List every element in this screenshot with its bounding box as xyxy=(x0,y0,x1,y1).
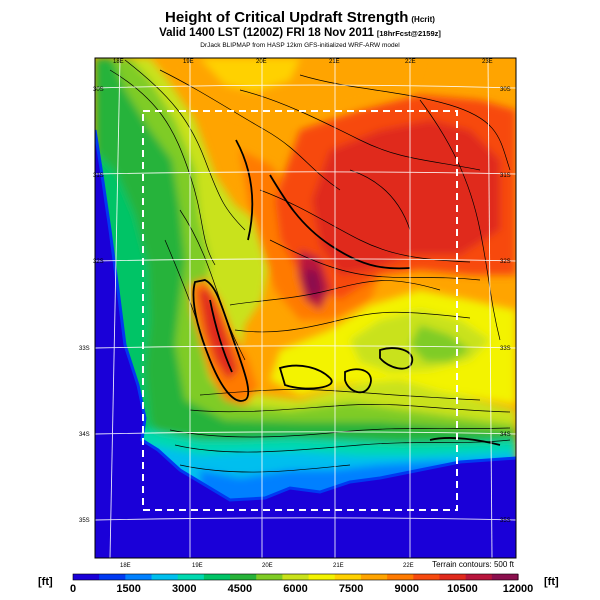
inner-window-dashed xyxy=(142,110,458,511)
terrain-contours-note: Terrain contours: 500 ft xyxy=(432,560,515,569)
legend-tick-label: 7500 xyxy=(339,583,363,595)
legend-swatch xyxy=(73,574,100,580)
bottom-lon-label: 21E xyxy=(333,563,344,569)
legend-swatch xyxy=(465,574,493,580)
graticule xyxy=(94,57,517,559)
top-lon-label: 19E xyxy=(183,59,194,65)
legend-swatch xyxy=(439,574,467,580)
right-lat-label: 35S xyxy=(500,518,511,524)
legend-swatch xyxy=(334,574,362,580)
model-credit: DrJack BLIPMAP from HASP 12km GFS-initia… xyxy=(200,42,400,49)
bottom-lon-label: 22E xyxy=(403,563,414,569)
bottom-lon-label: 20E xyxy=(262,563,273,569)
left-lat-label: 35S xyxy=(79,518,90,524)
coastline-band xyxy=(95,129,516,502)
field-green xyxy=(95,58,516,558)
legend-swatch xyxy=(360,574,388,580)
bottom-lon-label: 18E xyxy=(120,563,131,569)
legend-swatch xyxy=(230,574,257,580)
right-lat-label: 33S xyxy=(500,346,511,352)
legend-frame xyxy=(72,573,519,581)
legend-tick-label: 12000 xyxy=(503,583,534,595)
title-text: Height of Critical Updraft Strength xyxy=(165,9,409,26)
right-lat-label: 34S xyxy=(500,432,511,438)
left-lat-label: 30S xyxy=(93,87,104,93)
top-lon-label: 21E xyxy=(329,59,340,65)
valid-time-line: Valid 1400 LST (1200Z) FRI 18 Nov 2011 [1… xyxy=(0,27,600,39)
legend-swatch xyxy=(151,574,179,580)
ocean xyxy=(95,130,516,558)
legend-unit-left: [ft] xyxy=(38,576,53,588)
right-lat-label: 32S xyxy=(500,259,511,265)
left-lat-label: 33S xyxy=(79,346,90,352)
legend-tick-label: 9000 xyxy=(395,583,419,595)
legend-ticks: 0 1500 3000 4500 6000 7500 9000 10500 12000 xyxy=(70,583,533,595)
field-north-yellow xyxy=(200,58,300,92)
left-lat-label: 31S xyxy=(93,173,104,179)
grid-labels: 18E 19E 20E 21E 22E 23E 18E 19E 20E 21E … xyxy=(79,59,511,569)
right-lat-label: 30S xyxy=(500,87,511,93)
left-lat-label: 34S xyxy=(79,432,90,438)
map-frame xyxy=(94,57,517,559)
top-lon-label: 20E xyxy=(256,59,267,65)
field-max-core xyxy=(305,268,322,298)
legend-swatch xyxy=(99,574,126,580)
legend-tick-label: 1500 xyxy=(116,583,140,595)
legend-swatch xyxy=(491,574,519,580)
left-lat-label: 32S xyxy=(93,259,104,265)
chart-title: Height of Critical Updraft Strength (Hcri… xyxy=(0,9,600,26)
color-legend: 0 1500 3000 4500 6000 7500 9000 10500 12000 [ft]… xyxy=(38,573,559,595)
top-lon-label: 22E xyxy=(405,59,416,65)
legend-swatch xyxy=(387,574,414,580)
top-lon-label: 18E xyxy=(113,59,124,65)
legend-tick-label: 0 xyxy=(70,583,76,595)
title-units: (Hcrit) xyxy=(411,15,435,24)
legend-swatch xyxy=(308,574,336,580)
field-red xyxy=(312,120,500,275)
legend-swatch xyxy=(413,574,441,580)
legend-unit-right: [ft] xyxy=(544,576,559,588)
right-lat-label: 31S xyxy=(500,173,511,179)
legend-swatch xyxy=(125,574,153,580)
legend-tick-label: 4500 xyxy=(228,583,252,595)
legend-tick-label: 3000 xyxy=(172,583,196,595)
forecast-tag: [18hrFcst@2159z] xyxy=(376,29,441,38)
legend-tick-label: 10500 xyxy=(447,583,478,595)
terrain-contours-bold xyxy=(192,139,501,446)
bottom-lon-label: 19E xyxy=(192,563,203,569)
legend-swatches xyxy=(73,574,519,580)
legend-tick-label: 6000 xyxy=(283,583,307,595)
legend-swatch xyxy=(203,574,231,580)
map-area xyxy=(95,58,516,558)
top-lon-label: 23E xyxy=(482,59,493,65)
legend-swatch xyxy=(256,574,284,580)
legend-swatch xyxy=(282,574,310,580)
field-green-pocket xyxy=(410,325,470,362)
legend-swatch xyxy=(177,574,205,580)
valid-time: Valid 1400 LST (1200Z) FRI 18 Nov 2011 xyxy=(159,27,374,39)
